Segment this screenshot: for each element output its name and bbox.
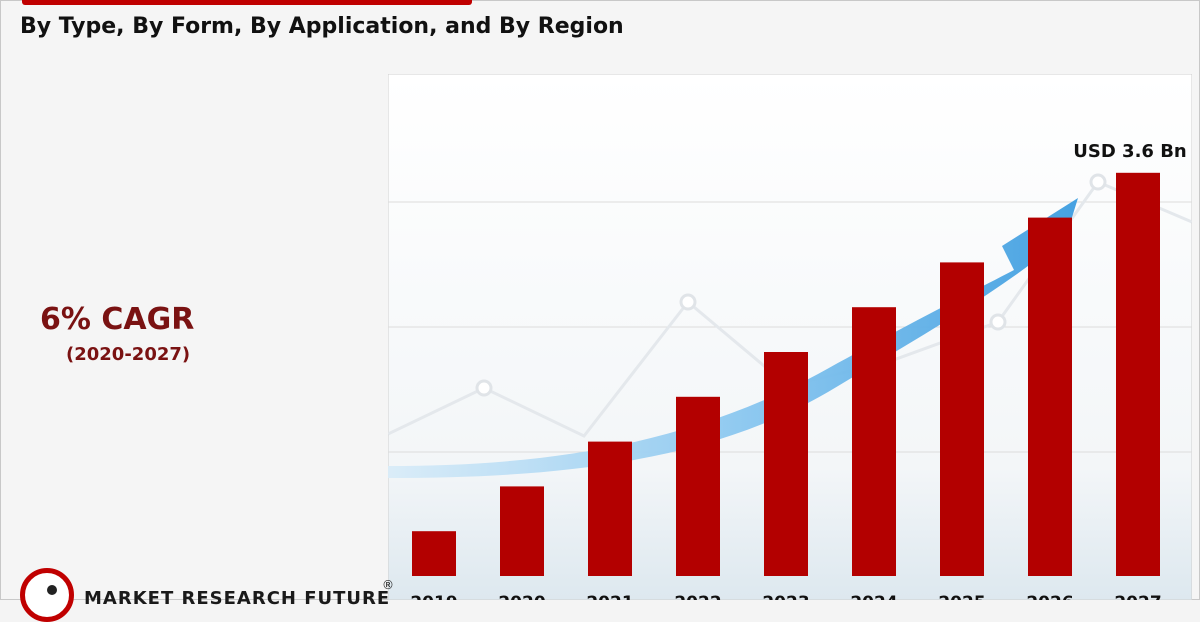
x-tick-label: 2022 [674,593,721,600]
bar-chart: 2019 2020 2021 2022 2023 2024 2025 2026 2027 USD … [388,74,1192,600]
bar-2026 [1028,217,1072,576]
title-banner-edge [22,0,472,5]
bar-2020 [500,486,544,576]
bar-2027 [1116,172,1160,577]
bar-2023 [764,352,808,576]
x-tick-label: 2020 [498,593,545,600]
x-tick-label: 2026 [1026,593,1073,600]
value-annotation: USD 3.6 Bn [1073,141,1186,162]
trend-marker [679,293,697,311]
x-tick-label: 2027 [1114,593,1161,600]
plot-area: 2019 2020 2021 2022 2023 2024 2025 2026 2027 USD … [388,74,1192,600]
registered-mark: ® [382,578,394,592]
growth-arrow-icon [388,198,1078,478]
x-tick-label: 2023 [762,593,809,600]
bar-2019 [412,531,456,576]
x-tick-label: 2019 [410,593,457,600]
bar-2022 [676,396,720,576]
cagr-period: (2020-2027) [66,344,191,365]
trend-marker [475,379,493,397]
bar-2025 [940,262,984,576]
x-tick-label: 2021 [586,593,633,600]
chart-subtitle: By Type, By Form, By Application, and By… [20,14,624,39]
x-tick-label: 2024 [850,593,897,600]
bar-2024 [852,307,896,576]
bar-2021 [588,441,632,576]
brand-logo-icon [20,568,74,622]
x-tick-label: 2025 [938,593,985,600]
brand-name: MARKET RESEARCH FUTURE [84,588,391,609]
trend-marker [989,313,1007,331]
brand-logo: MARKET RESEARCH FUTURE ® [20,568,400,622]
trend-marker [1089,173,1107,191]
cagr-value: 6% CAGR [40,302,195,337]
